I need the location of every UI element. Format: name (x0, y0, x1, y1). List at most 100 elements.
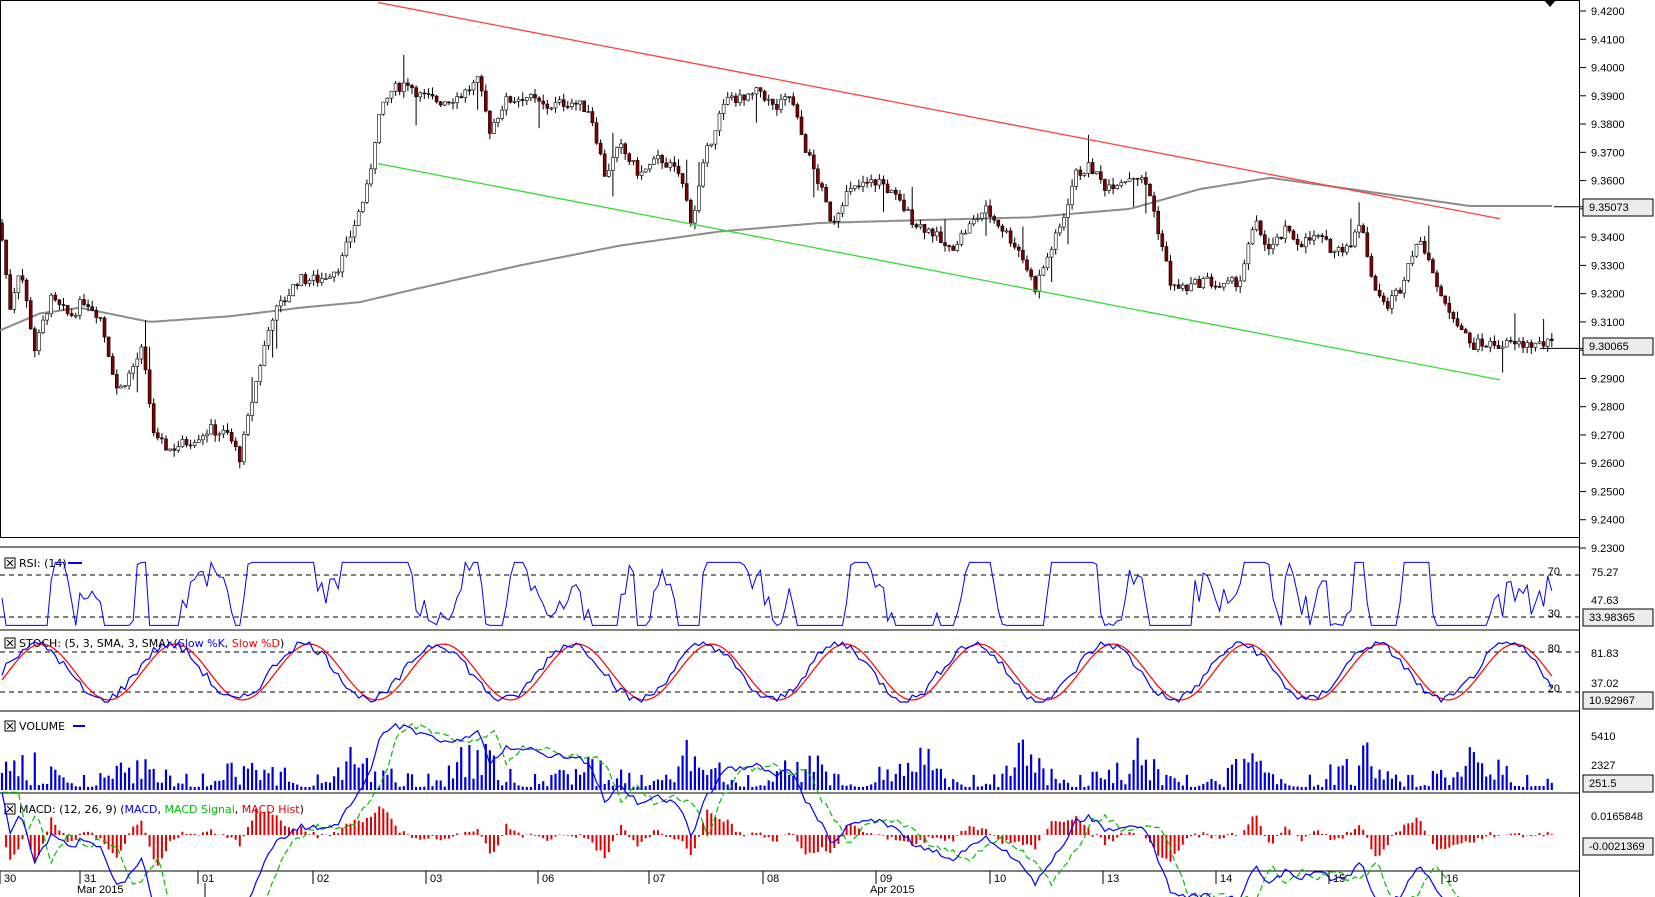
candle-down (1279, 236, 1283, 239)
day-label: 15 (1333, 873, 1345, 885)
candle-down (1447, 302, 1452, 313)
time-axis: 30 31 01 02 03 06 07 08 09 10 13 14 15 16 (0, 871, 1458, 885)
price-tick-label: 9.3700 (1591, 147, 1625, 159)
candle-down (1152, 195, 1156, 212)
price-tick-label: 9.3400 (1591, 232, 1625, 244)
candle-down (1472, 342, 1476, 350)
candle-down (1258, 220, 1263, 236)
candle-up (746, 93, 751, 101)
candle-up (1525, 342, 1529, 348)
candle-up (1533, 342, 1538, 348)
candle-down (1468, 332, 1472, 344)
candle-up (524, 97, 529, 101)
day-label: 03 (430, 873, 442, 885)
candle-up (656, 155, 660, 160)
volume-tick-mid: 2327 (1591, 760, 1615, 772)
candle-up (516, 98, 521, 102)
day-label: 07 (653, 873, 665, 885)
candle-up (496, 117, 500, 123)
candle-down (315, 274, 320, 283)
candle-up (1082, 173, 1087, 176)
candle-down (1234, 277, 1238, 287)
candle-down (61, 304, 66, 306)
candle-up (365, 183, 369, 203)
rsi-current-value: 33.98365 (1589, 612, 1635, 624)
candle-up (205, 433, 209, 437)
candle-down (533, 94, 537, 99)
candle-down (483, 90, 488, 112)
stoch-value-box (1582, 691, 1654, 710)
candle-down (147, 369, 152, 405)
candle-up (274, 305, 279, 321)
candle-up (299, 274, 304, 287)
stoch-d-label: Slow %D (232, 637, 280, 650)
candle-down (1295, 238, 1300, 245)
day-label: 14 (1220, 873, 1232, 885)
candle-up (377, 113, 382, 143)
candle-up (463, 89, 468, 98)
candle-up (1119, 182, 1124, 186)
candle-down (885, 183, 890, 193)
price-tick-label: 9.3300 (1591, 260, 1625, 272)
candle-down (115, 374, 119, 389)
candle-up (1127, 178, 1132, 182)
price-tick-label: 9.4000 (1591, 63, 1625, 75)
resistance-trendline[interactable] (377, 1, 1501, 220)
macd-main-label: MACD (125, 803, 158, 816)
candle-up (984, 205, 988, 214)
day-label: 16 (1446, 873, 1458, 885)
candle-up (139, 346, 144, 360)
support-trendline[interactable] (377, 162, 1501, 381)
candle-up (721, 104, 726, 114)
candle-down (1427, 252, 1431, 260)
candle-up (557, 99, 562, 103)
candle-up (1094, 171, 1099, 175)
candle-down (188, 444, 193, 447)
candle-down (20, 275, 25, 281)
stoch-title-prefix: STOCH: (5, 3, SMA, 3, SMA) ( (19, 637, 178, 650)
candle-up (1226, 280, 1230, 284)
candle-up (693, 209, 697, 224)
candle-down (1197, 279, 1201, 288)
candle-up (1283, 225, 1288, 239)
candle-up (869, 179, 874, 183)
candle-up (381, 101, 386, 115)
candle-down (1451, 312, 1456, 319)
candle-down (1008, 230, 1013, 244)
candle-up (754, 87, 759, 95)
candle-down (1099, 171, 1103, 180)
candle-up (1545, 338, 1550, 347)
candle-down (799, 116, 804, 135)
candle-down (520, 98, 525, 101)
rsi-title: RSI: (14) (19, 557, 67, 570)
candle-up (1414, 243, 1419, 257)
day-label: 02 (317, 873, 329, 885)
candle-down (213, 424, 217, 436)
candle-down (758, 87, 763, 92)
price-tick-label: 9.2500 (1591, 486, 1625, 498)
scroll-marker-icon[interactable] (1544, 0, 1556, 7)
macd-signal-label: MACD Signal (165, 803, 235, 816)
candle-down (660, 155, 664, 164)
candle-down (4, 239, 8, 275)
stoch-title-sep: , (225, 637, 232, 650)
candle-down (397, 82, 402, 92)
candle-down (438, 101, 443, 106)
candle-down (996, 219, 1001, 227)
candle-down (1541, 341, 1546, 347)
candle-down (1431, 259, 1435, 274)
candle-up (209, 424, 213, 435)
candle-up (344, 241, 349, 256)
rsi-tick-high: 75.27 (1591, 567, 1619, 579)
candle-down (1463, 329, 1468, 334)
candle-up (512, 101, 517, 103)
candle-down (1176, 284, 1181, 289)
candle-down (1496, 345, 1501, 349)
candle-down (791, 96, 796, 105)
candle-up (74, 314, 78, 317)
candle-down (410, 85, 414, 88)
candle-up (1504, 340, 1509, 348)
candle-down (1021, 249, 1025, 261)
volume-close-x (6, 722, 14, 730)
